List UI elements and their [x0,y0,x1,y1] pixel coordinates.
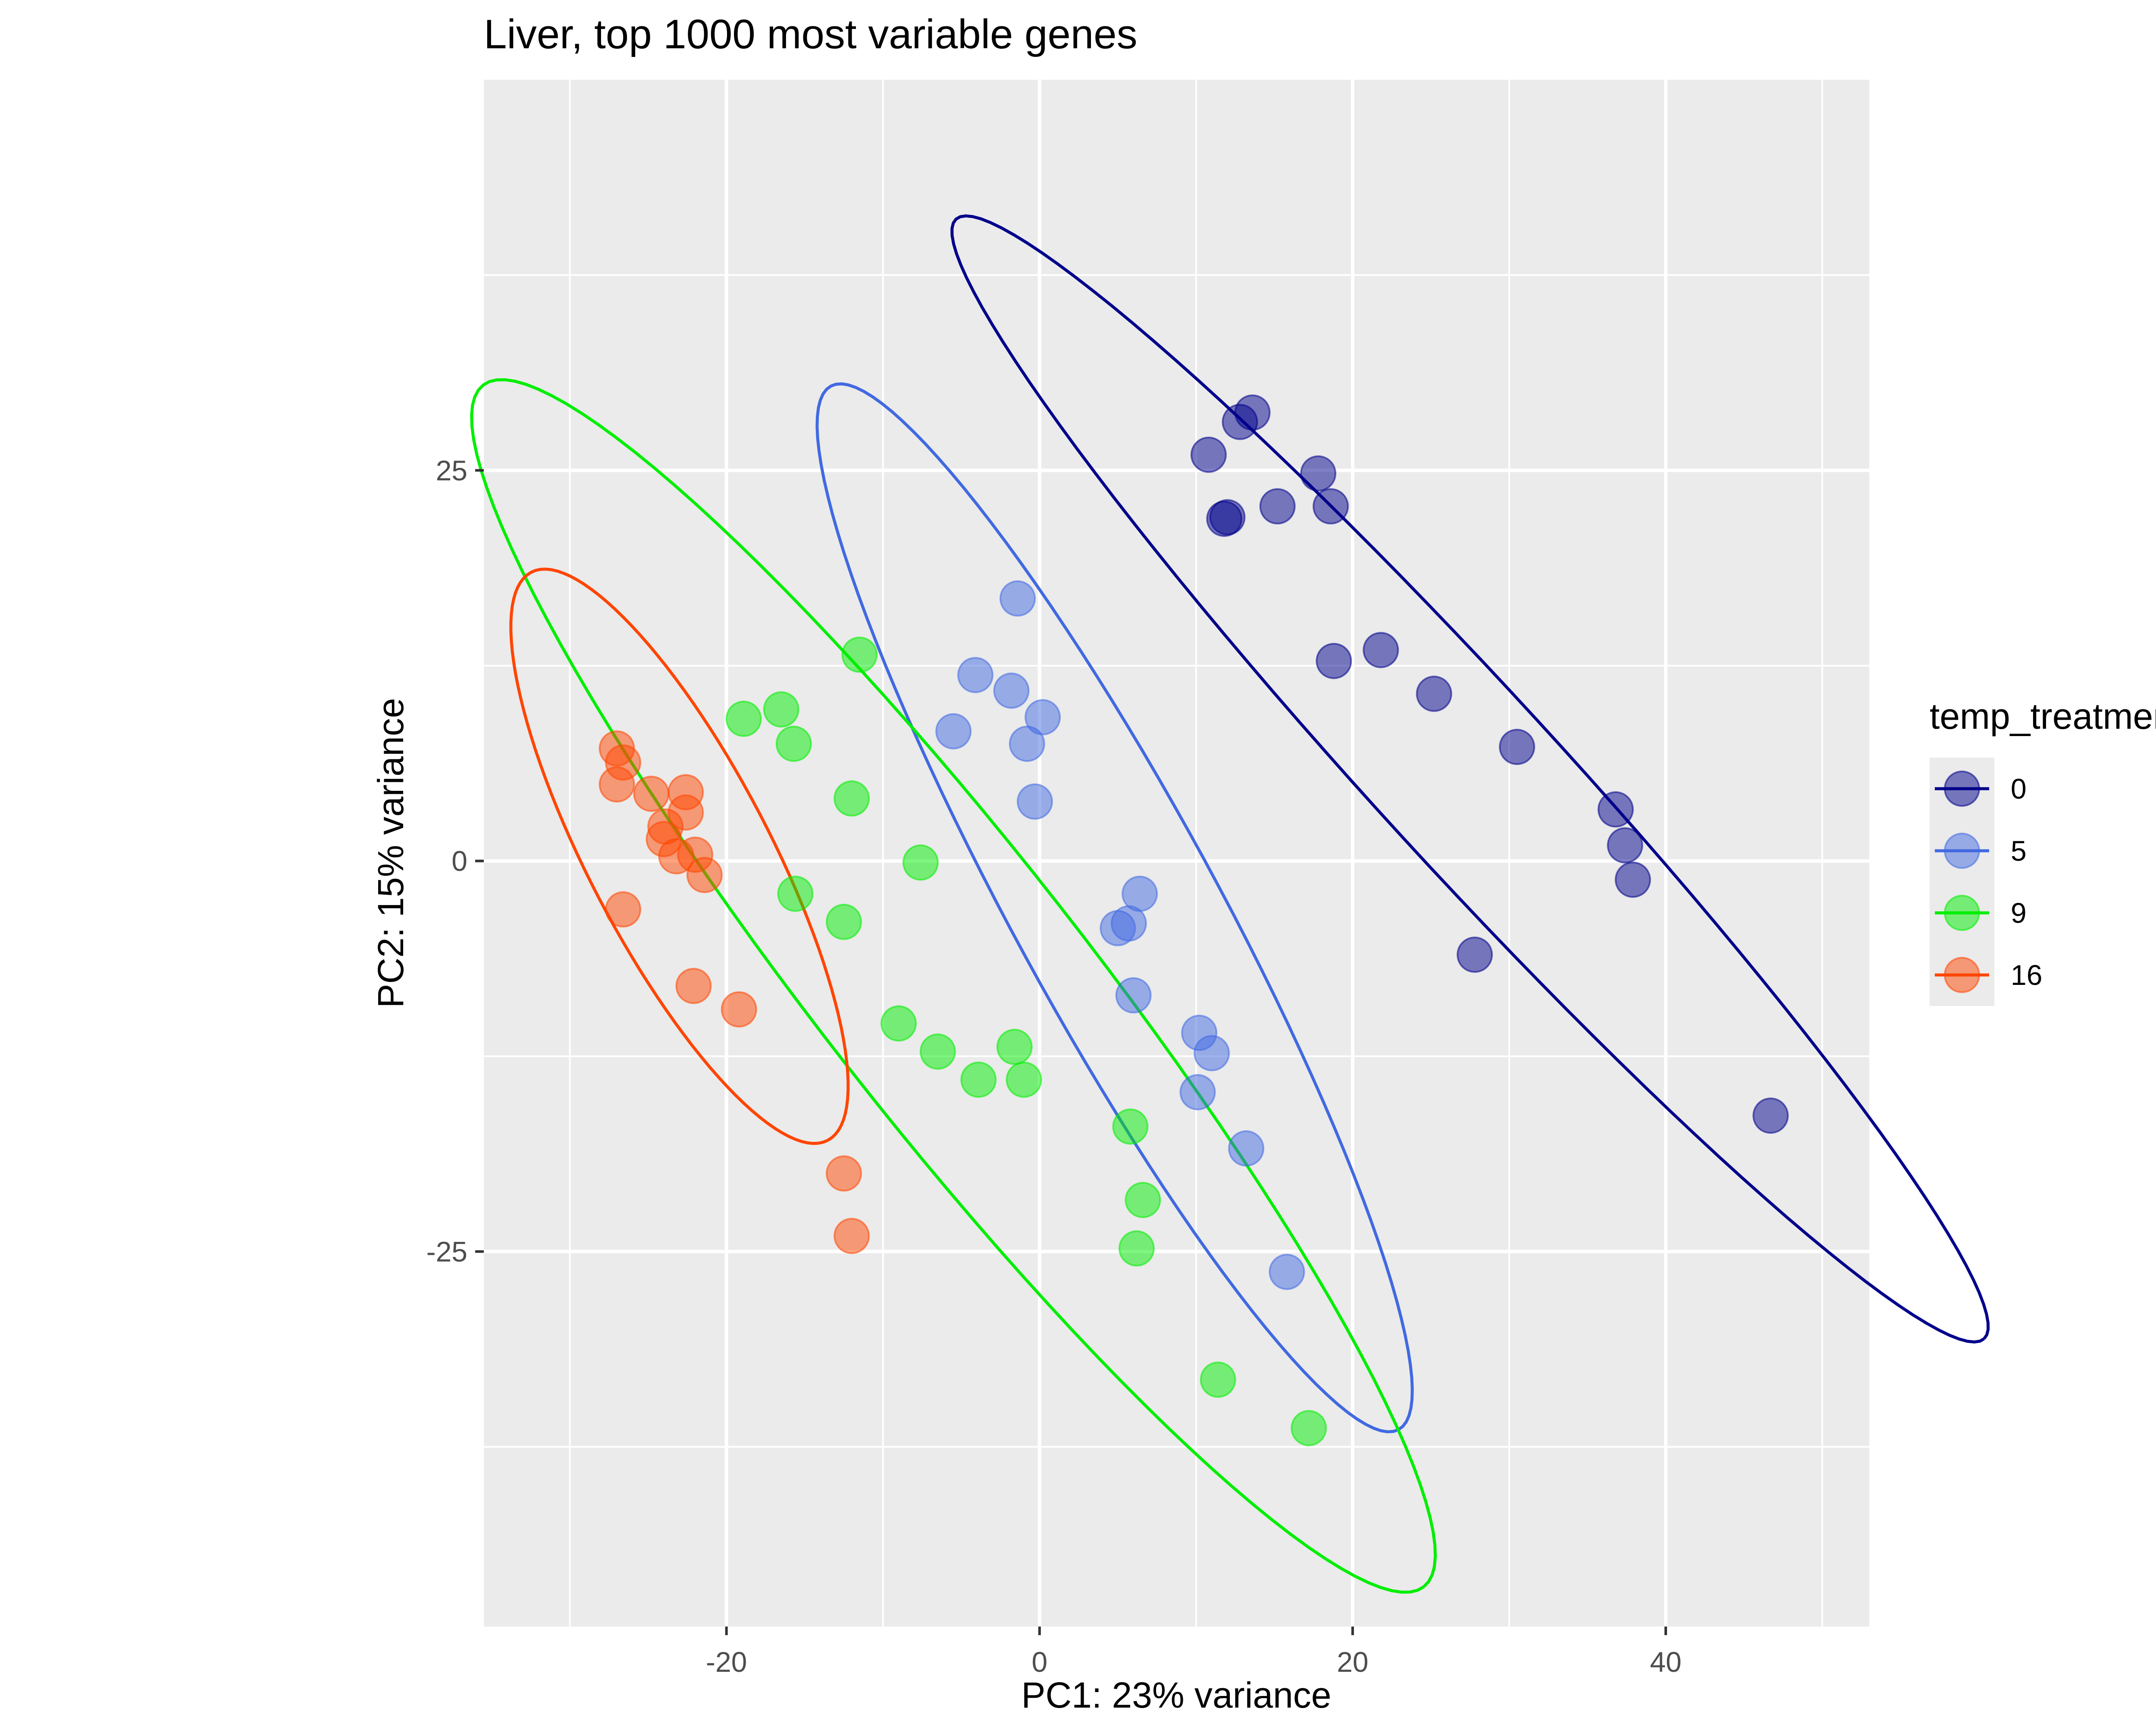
ellipse-5 [815,382,1414,1433]
chart-title: Liver, top 1000 most variable genes [484,11,1138,57]
legend-label-0: 0 [2011,773,2027,805]
x-tick-label: 40 [1650,1646,1681,1678]
point-0 [1607,827,1643,864]
point-0 [1457,937,1493,973]
point-0 [1234,394,1271,431]
point-9 [1291,1410,1327,1446]
point-5 [1228,1130,1265,1167]
legend: temp_treatment 0 5 9 16 [1930,696,2156,1006]
point-16 [675,968,712,1004]
point-0 [1499,729,1536,765]
point-16 [826,1155,862,1192]
point-0 [1752,1097,1789,1134]
x-axis-ticks: -20 0 20 40 [706,1627,1682,1678]
point-9 [777,875,814,912]
point-5 [1179,1074,1216,1110]
point-0 [1316,643,1352,679]
legend-marker-9 [1944,895,1980,931]
point-0 [1259,488,1296,525]
point-9 [902,844,939,881]
point-0 [1614,862,1651,898]
point-16 [686,857,723,893]
y-axis-ticks: -25 0 25 [426,454,484,1267]
point-9 [1112,1108,1149,1145]
point-16 [633,775,670,812]
legend-marker-16 [1944,957,1980,993]
point-9 [841,636,878,673]
ellipse-9 [470,378,1437,1594]
major-grid [484,80,1869,1627]
point-0 [1597,791,1634,828]
x-axis-title: PC1: 23% variance [1021,1675,1331,1715]
point-9 [1200,1361,1236,1398]
point-16 [834,1218,870,1254]
point-0 [1206,501,1243,537]
point-5 [1016,783,1053,820]
point-9 [763,691,799,728]
point-9 [1125,1182,1161,1218]
point-9 [996,1028,1033,1065]
point-16 [721,991,757,1028]
point-9 [1006,1061,1042,1098]
point-9 [826,903,862,940]
point-16 [605,891,642,928]
x-tick-label: 20 [1337,1646,1368,1678]
point-9 [1118,1230,1155,1267]
ellipses-layer [470,214,1990,1594]
point-5 [1194,1035,1230,1072]
point-9 [881,1005,917,1042]
point-9 [919,1033,956,1070]
point-9 [775,725,812,762]
point-5 [1025,699,1061,736]
minor-grid [484,80,1869,1627]
point-5 [993,672,1030,709]
point-5 [1000,580,1036,617]
point-5 [1100,910,1136,947]
legend-items: 0 5 9 16 [1930,758,2042,1006]
y-axis-title: PC2: 15% variance [370,698,411,1008]
y-tick-label: -25 [426,1235,467,1267]
legend-marker-5 [1944,833,1980,869]
x-tick-label: 0 [1031,1646,1047,1678]
point-0 [1416,675,1452,712]
legend-title: temp_treatment [1930,696,2156,737]
point-5 [957,657,993,693]
point-5 [1009,725,1045,762]
y-tick-label: 25 [436,454,467,486]
point-5 [1115,977,1152,1014]
x-tick-label: -20 [706,1646,747,1678]
point-9 [960,1061,997,1098]
point-0 [1313,488,1349,525]
ellipse-16 [509,567,850,1145]
point-9 [834,780,870,817]
legend-label-9: 9 [2011,897,2027,929]
legend-label-5: 5 [2011,835,2027,867]
ellipse-0 [950,214,1990,1344]
legend-marker-0 [1944,771,1980,807]
y-tick-label: 0 [451,845,467,877]
point-0 [1190,436,1227,473]
point-9 [725,700,762,737]
legend-label-16: 16 [2011,959,2042,991]
point-0 [1300,455,1337,492]
point-5 [1269,1254,1305,1290]
point-0 [1363,632,1399,668]
point-16 [599,766,635,803]
point-5 [935,713,972,749]
points-layer [599,394,1789,1446]
